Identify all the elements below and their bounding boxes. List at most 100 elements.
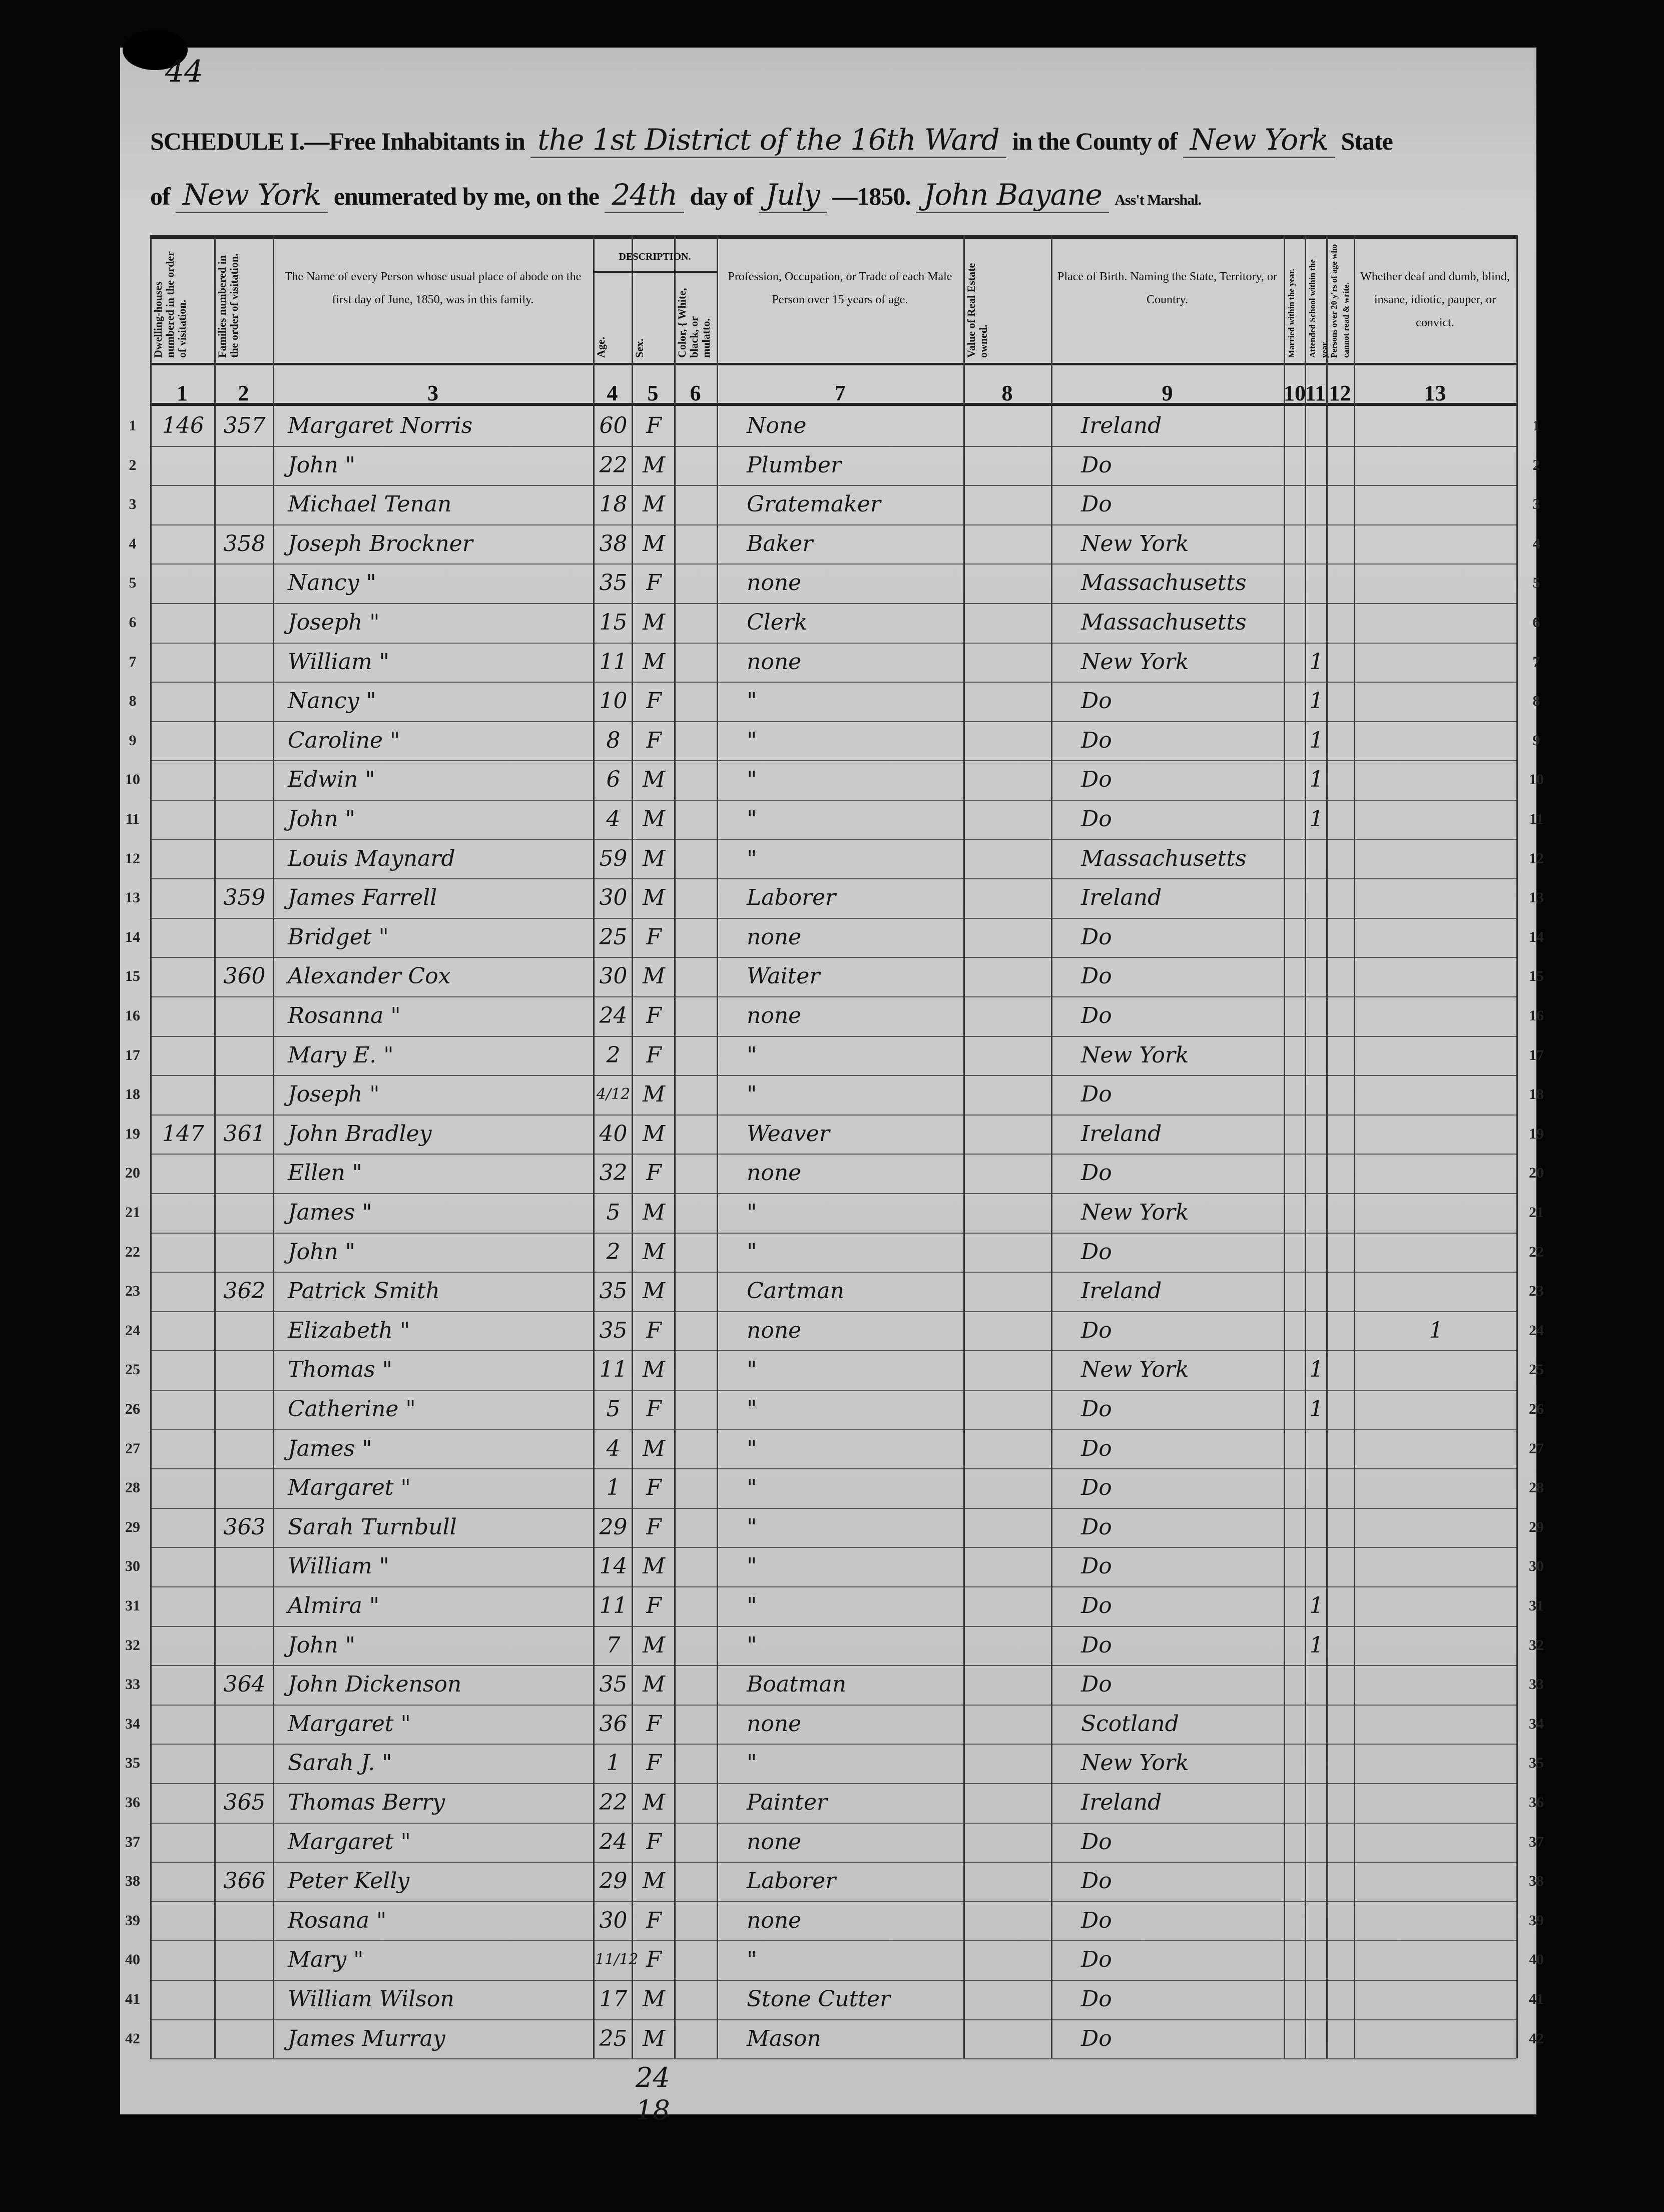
cell-birthplace: Do	[1081, 1553, 1112, 1579]
cell-occupation: Cartman	[747, 1278, 844, 1304]
cell-birthplace: New York	[1081, 1357, 1189, 1383]
table-row: Catherine " 5 F " Do 1	[150, 1390, 1516, 1429]
cell-birthplace: Do	[1081, 806, 1112, 832]
cell-birthplace: Do	[1081, 924, 1112, 950]
line-number-right: 24	[1529, 1322, 1544, 1339]
cell-name: Almira "	[288, 1593, 380, 1618]
cell-occupation: none	[747, 649, 802, 675]
table-row: 360 Alexander Cox 30 M Waiter Do	[150, 957, 1516, 996]
line-number-left: 40	[125, 1951, 140, 1968]
column-rule	[674, 235, 676, 2059]
cell-name: William "	[288, 649, 389, 675]
column-rule	[273, 235, 274, 2059]
cell-birthplace: Do	[1081, 1081, 1112, 1108]
column-rule	[1051, 235, 1052, 2059]
table-row: 359 James Farrell 30 M Laborer Ireland	[150, 878, 1516, 918]
cell-name: Michael Tenan	[288, 491, 452, 517]
row-rule	[150, 1862, 1516, 1863]
cell-occupation: Baker	[747, 530, 813, 557]
table-row: John " 7 M " Do 1	[150, 1626, 1516, 1666]
row-rule	[150, 1547, 1516, 1548]
cell-sex: F	[646, 727, 662, 753]
ink-blot	[123, 30, 188, 70]
table-row: James " 5 M " New York	[150, 1193, 1516, 1233]
row-rule	[150, 1507, 1516, 1509]
cell-age: 22	[599, 452, 628, 478]
cell-birthplace: Do	[1081, 1239, 1112, 1265]
table-row: John " 2 M " Do	[150, 1233, 1516, 1272]
line-number-right: 22	[1529, 1243, 1544, 1260]
cell-name: Mary E. "	[288, 1042, 394, 1068]
marshal-label: Ass't Marshal.	[1115, 192, 1202, 208]
line-number-left: 31	[125, 1597, 140, 1614]
cell-school: 1	[1309, 1632, 1324, 1658]
cell-birthplace: Do	[1081, 1907, 1112, 1933]
line-number-right: 41	[1529, 1991, 1544, 2007]
line-number-right: 40	[1529, 1951, 1544, 1968]
line-number-left: 33	[125, 1676, 140, 1693]
cell-sex: M	[642, 491, 666, 517]
cell-sex: F	[646, 1907, 662, 1933]
line-number-right: 9	[1532, 732, 1540, 749]
cell-name: John Dickenson	[288, 1672, 462, 1698]
cell-name: Thomas "	[288, 1357, 392, 1383]
cell-name: Thomas Berry	[288, 1790, 445, 1815]
cell-name: Margaret "	[288, 1711, 411, 1737]
cell-name: John Bradley	[288, 1121, 432, 1147]
row-rule	[150, 1390, 1516, 1391]
line-number-right: 31	[1529, 1597, 1544, 1614]
column-header-8: Value of Real Estate owned.	[965, 263, 989, 358]
cell-name: James Murray	[288, 2025, 445, 2051]
cell-age: 24	[599, 1829, 628, 1855]
row-rule	[150, 1704, 1516, 1706]
page-number: 44	[165, 54, 204, 89]
cell-family: 363	[223, 1514, 266, 1540]
cell-sex: M	[642, 1278, 666, 1304]
schedule-title: SCHEDULE I.—Free Inhabitants in	[150, 127, 525, 155]
cell-family: 366	[223, 1868, 266, 1894]
cell-sex: M	[642, 963, 666, 989]
cell-age: 29	[599, 1514, 628, 1540]
cell-sex: M	[642, 1435, 666, 1461]
table-row: James Murray 25 M Mason Do	[150, 2019, 1516, 2059]
cell-dwelling: 146	[162, 413, 204, 438]
cell-school: 1	[1309, 1396, 1324, 1422]
row-rule	[150, 839, 1516, 840]
cell-birthplace: Massachusetts	[1081, 610, 1247, 635]
cell-occupation: "	[747, 1632, 757, 1658]
line-number-right: 18	[1529, 1086, 1544, 1103]
cell-school: 1	[1309, 1593, 1324, 1618]
line-number-right: 21	[1529, 1204, 1544, 1221]
cell-occupation: Boatman	[747, 1672, 847, 1698]
cell-name: Elizabeth "	[288, 1317, 410, 1343]
line-number-right: 25	[1529, 1361, 1544, 1378]
cell-birthplace: Do	[1081, 1593, 1112, 1618]
cell-birthplace: Ireland	[1081, 885, 1162, 911]
column-rule	[1284, 235, 1285, 2059]
cell-sex: F	[646, 1003, 662, 1028]
cell-age: 22	[599, 1790, 628, 1815]
cell-birthplace: Do	[1081, 1986, 1112, 2012]
cell-birthplace: Do	[1081, 1514, 1112, 1540]
cell-sex: F	[646, 1593, 662, 1618]
cell-occupation: None	[747, 413, 807, 438]
cell-birthplace: New York	[1081, 1750, 1189, 1776]
row-rule	[150, 1272, 1516, 1273]
cell-school: 1	[1309, 649, 1324, 675]
cell-sex: M	[642, 1200, 666, 1225]
column-rule	[214, 235, 216, 2059]
line-number-left: 18	[125, 1086, 140, 1103]
cell-birthplace: Do	[1081, 727, 1112, 753]
cell-occupation: "	[747, 688, 757, 714]
column-number-13: 13	[1424, 381, 1446, 405]
line-number-left: 3	[129, 496, 137, 513]
table-row: Thomas " 11 M " New York 1	[150, 1350, 1516, 1390]
cell-name: Bridget "	[288, 924, 389, 950]
row-rule	[150, 1822, 1516, 1824]
cell-sex: F	[646, 1042, 662, 1068]
cell-sex: M	[642, 1553, 666, 1579]
cell-school: 1	[1309, 688, 1324, 714]
cell-sex: M	[642, 1121, 666, 1147]
